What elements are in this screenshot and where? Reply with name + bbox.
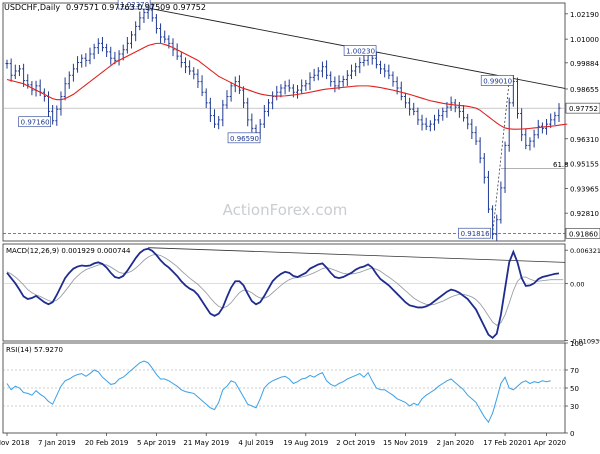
annotation-618: 61.8 — [553, 161, 569, 169]
annotation-box-5 — [458, 227, 491, 239]
price-ytick-label-2: 0.99884 — [570, 60, 599, 68]
price-frame — [2, 2, 566, 242]
annotation-box-6 — [565, 228, 600, 239]
rsi-ytick-label-3: 30 — [570, 403, 579, 411]
macd-signal-line — [6, 254, 564, 326]
price-ytick-label-0: 1.02190 — [570, 11, 599, 19]
macd-frame — [2, 243, 566, 342]
price-ytick-label-3: 0.98655 — [570, 86, 599, 94]
x-axis: 20 Nov 2018 7 Jan 2019 20 Feb 2019 5 Apr 20… — [0, 433, 566, 447]
rsi-ytick-label-0: 100 — [570, 340, 583, 348]
x-tick-label-3: 5 Apr 2019 — [137, 439, 176, 447]
x-tick-label-2: 20 Feb 2019 — [85, 439, 129, 447]
price-panel: 1.02190 1.01000 0.99884 0.98655 0.96310 0.951… — [3, 0, 600, 241]
annotation-label-2: 0.96590 — [230, 135, 259, 143]
x-tick-label-11: 1 Apr 2020 — [527, 439, 566, 447]
rsi-title: RSI(14) 57.9270 — [6, 346, 63, 354]
current-price-label: 0.97752 — [569, 105, 598, 113]
macd-panel: MACD(12,26,9) 0.001929 0.000744 0.006321 0… — [3, 247, 600, 346]
annotation-label-1: 0.97160 — [21, 119, 50, 127]
annotation-label-5: 0.91816 — [461, 230, 490, 238]
price-ytick-label-5: 0.95155 — [570, 160, 599, 168]
macd-line — [6, 247, 560, 340]
x-tick-label-6: 19 Aug 2019 — [283, 439, 328, 447]
macd-title: MACD(12,26,9) 0.001929 0.000744 — [6, 247, 131, 255]
rsi-ytick-label-1: 70 — [570, 367, 579, 375]
price-ytick-label-6: 0.93965 — [570, 186, 599, 194]
watermark-group: ActionForex.com — [223, 201, 348, 219]
rsi-ytick-label-2: 50 — [570, 385, 579, 393]
macd-trendline — [148, 247, 566, 263]
current-price-box — [565, 102, 600, 114]
annotation-box-0 — [117, 0, 151, 10]
x-tick-label-1: 7 Jan 2019 — [38, 439, 76, 447]
watermark: ActionForex.com — [223, 201, 348, 219]
x-tick-label-0: 20 Nov 2018 — [0, 439, 29, 447]
x-tick-label-4: 21 May 2019 — [183, 439, 229, 447]
macd-ytick-label-1: 0.00 — [570, 280, 584, 288]
x-tick-label-10: 17 Feb 2020 — [483, 439, 527, 447]
x-tick-label-7: 2 Oct 2019 — [336, 439, 375, 447]
rsi-ytick-label-4: 0 — [570, 430, 574, 438]
annotation-box-4 — [480, 75, 514, 86]
annotation-label-6: 0.91860 — [569, 230, 598, 238]
ohlc-label: 0.97571 0.97763 0.97509 0.97752 — [66, 3, 206, 12]
price-ytick-label-7: 0.92810 — [570, 210, 599, 218]
moving-average-line — [6, 42, 568, 130]
price-ytick-label-1: 1.01000 — [570, 36, 599, 44]
price-ytick-label-4: 0.96310 — [570, 136, 599, 144]
x-tick-label-8: 15 Nov 2019 — [383, 439, 428, 447]
x-tick-label-5: 4 Jul 2019 — [238, 439, 273, 447]
retrace-dashed — [492, 81, 510, 235]
symbol-label: USDCHF,Daily — [4, 3, 60, 12]
annotation-box-3 — [343, 45, 377, 56]
annotation-label-4: 0.99010 — [483, 77, 512, 85]
rsi-panel: RSI(14) 57.9270 100 70 50 30 0 — [3, 340, 583, 438]
rsi-line — [6, 360, 551, 424]
annotation-label-3: 1.00230 — [346, 47, 375, 55]
macd-ytick-label-2: -0.010939 — [570, 338, 600, 346]
annotation-label-0: 1.02370 — [120, 1, 149, 9]
annotation-box-2 — [227, 132, 261, 144]
macd-ytick-label-0: 0.006321 — [570, 247, 600, 255]
annotation-box-1 — [18, 116, 51, 128]
x-tick-label-9: 2 Jan 2020 — [436, 439, 474, 447]
